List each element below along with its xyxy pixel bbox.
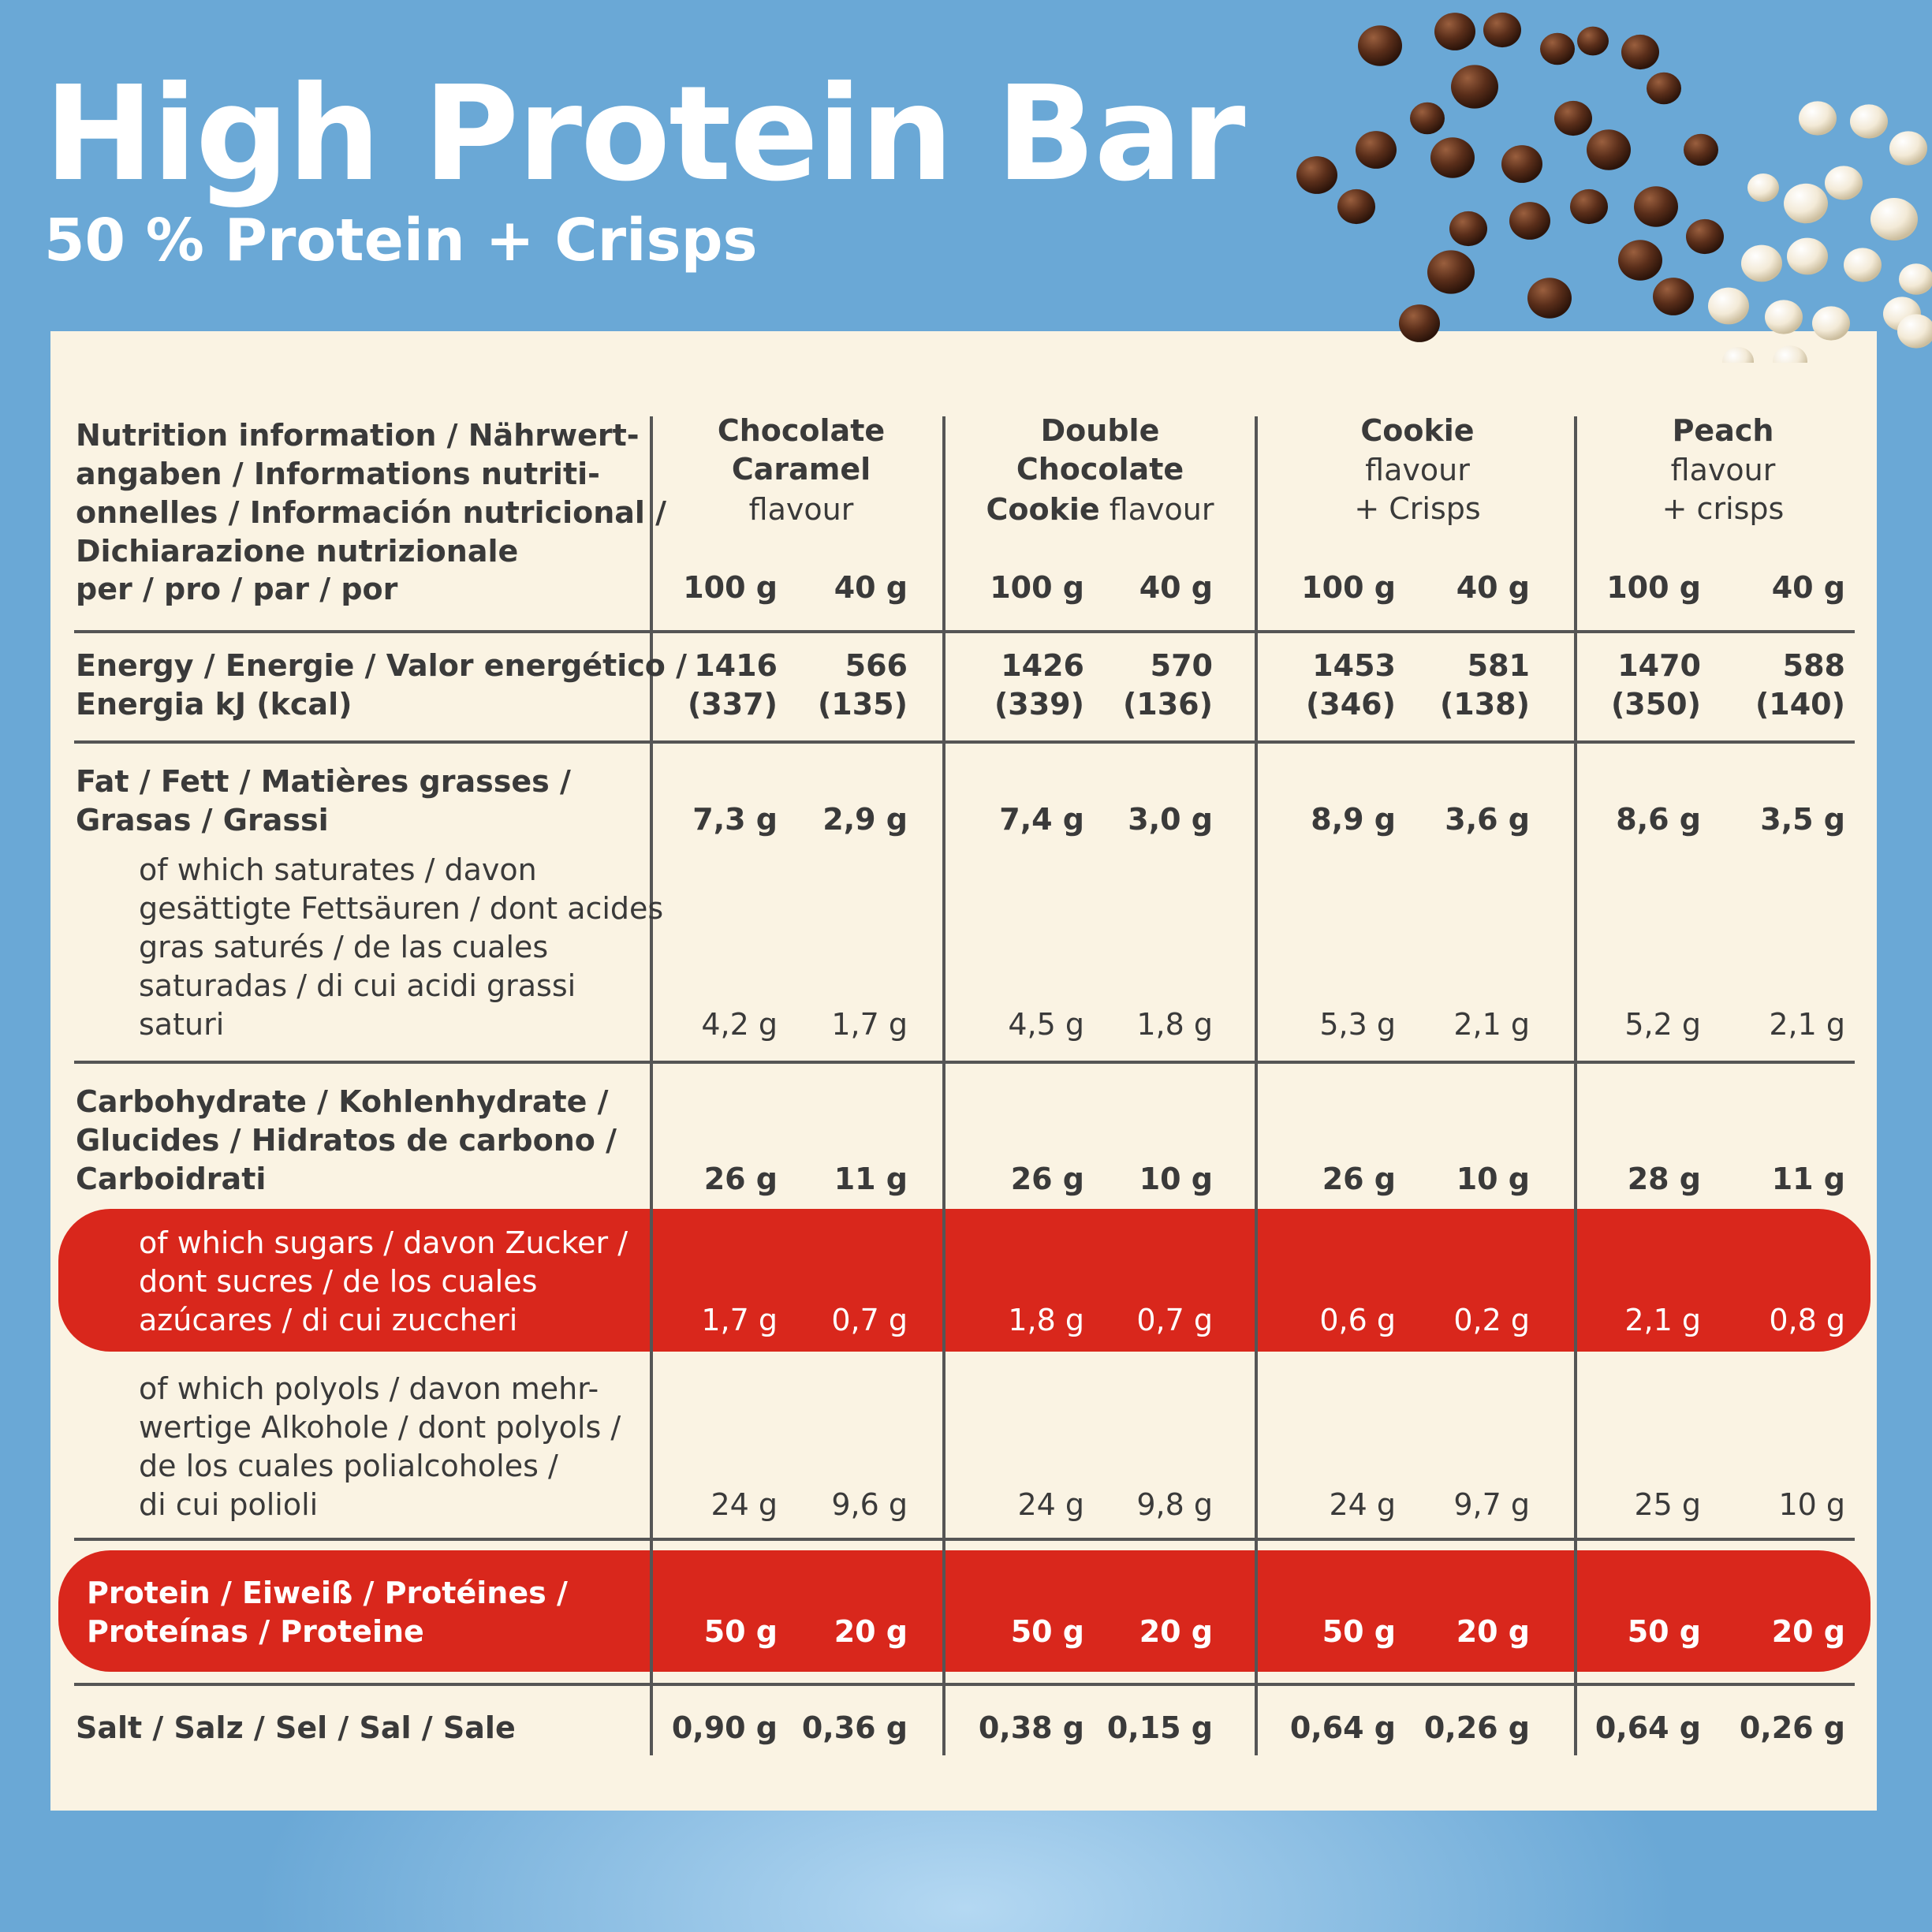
- value-saturates-40g: 1,7 g: [831, 1007, 908, 1042]
- value-energy-100g: 1416 (337): [687, 648, 778, 722]
- table-heading: Nutrition information / Nährwert- angabe…: [76, 418, 667, 569]
- value-polyols-40g: 10 g: [1778, 1487, 1845, 1522]
- value-salt-40g: 0,26 g: [1423, 1710, 1530, 1745]
- value-salt-40g: 0,15 g: [1106, 1710, 1213, 1745]
- value-protein-40g: 20 g: [1771, 1614, 1845, 1649]
- flavour-name-cookie: Cookie: [986, 492, 1100, 527]
- value-fat-40g: 3,5 g: [1760, 802, 1845, 837]
- value-fat-40g: 2,9 g: [822, 802, 908, 837]
- value-carbohydrate-100g: 28 g: [1627, 1162, 1701, 1196]
- value-polyols-100g: 24 g: [711, 1487, 778, 1522]
- row-label-carbohydrate: Carbohydrate / Kohlenhydrate / Glucides …: [76, 1084, 617, 1196]
- value-protein-100g: 50 g: [1627, 1614, 1701, 1649]
- portion-40g: 40 g: [1771, 570, 1845, 605]
- value-energy-40g: 566 (135): [817, 648, 908, 722]
- flavour-descriptor: flavour + Crisps: [1354, 453, 1481, 526]
- value-fat-40g: 3,0 g: [1128, 802, 1213, 837]
- value-protein-100g: 50 g: [1010, 1614, 1084, 1649]
- portion-100g: 100 g: [1606, 570, 1701, 605]
- portion-40g: 40 g: [1139, 570, 1213, 605]
- portion-40g: 40 g: [1456, 570, 1530, 605]
- flavour-name: Chocolate Caramel: [717, 413, 886, 487]
- value-salt-100g: 0,64 g: [1594, 1710, 1701, 1745]
- value-sugars-40g: 0,8 g: [1769, 1303, 1845, 1337]
- flavour-name: Cookie: [1360, 413, 1475, 448]
- flavour-name: Double Chocolate: [1016, 413, 1184, 487]
- row-label-fat: Fat / Fett / Matières grasses / Grasas /…: [76, 764, 571, 837]
- value-sugars-100g: 1,8 g: [1008, 1303, 1084, 1337]
- value-sugars-100g: 1,7 g: [701, 1303, 778, 1337]
- value-energy-100g: 1426 (339): [994, 648, 1084, 722]
- flavour-descriptor: flavour: [748, 492, 854, 527]
- value-energy-40g: 588 (140): [1755, 648, 1845, 722]
- page-subtitle: 50 % Protein + Crisps: [44, 207, 758, 274]
- value-saturates-100g: 4,5 g: [1008, 1007, 1084, 1042]
- value-energy-40g: 581 (138): [1439, 648, 1530, 722]
- row-label-salt: Salt / Salz / Sel / Sal / Sale: [76, 1710, 516, 1745]
- value-protein-40g: 20 g: [1456, 1614, 1530, 1649]
- value-protein-100g: 50 g: [703, 1614, 778, 1649]
- value-polyols-100g: 25 g: [1634, 1487, 1701, 1522]
- value-saturates-40g: 2,1 g: [1453, 1007, 1530, 1042]
- portion-100g: 100 g: [990, 570, 1084, 605]
- value-polyols-40g: 9,7 g: [1453, 1487, 1530, 1522]
- row-label-sugars: of which sugars / davon Zucker / dont su…: [139, 1225, 628, 1337]
- row-label-energy: Energy / Energie / Valor energético / En…: [76, 648, 688, 722]
- sugars-highlight-band: [58, 1209, 1870, 1352]
- value-saturates-100g: 5,2 g: [1624, 1007, 1701, 1042]
- value-saturates-40g: 2,1 g: [1769, 1007, 1845, 1042]
- value-carbohydrate-100g: 26 g: [703, 1162, 778, 1196]
- value-fat-100g: 8,6 g: [1616, 802, 1701, 837]
- value-carbohydrate-100g: 26 g: [1010, 1162, 1084, 1196]
- value-fat-40g: 3,6 g: [1445, 802, 1530, 837]
- row-label-protein: Protein / Eiweiß / Protéines / Proteínas…: [87, 1576, 568, 1649]
- portion-100g: 100 g: [683, 570, 778, 605]
- value-sugars-40g: 0,7 g: [831, 1303, 908, 1337]
- value-polyols-100g: 24 g: [1329, 1487, 1396, 1522]
- value-salt-40g: 0,36 g: [801, 1710, 908, 1745]
- page-title: High Protein Bar: [44, 58, 1245, 211]
- portion-40g: 40 g: [834, 570, 908, 605]
- value-carbohydrate-100g: 26 g: [1322, 1162, 1396, 1196]
- value-sugars-40g: 0,7 g: [1136, 1303, 1213, 1337]
- row-label-polyols: of which polyols / davon mehr- wertige A…: [139, 1371, 621, 1522]
- value-energy-40g: 570 (136): [1122, 648, 1213, 722]
- value-polyols-100g: 24 g: [1017, 1487, 1084, 1522]
- value-fat-100g: 7,3 g: [692, 802, 778, 837]
- row-label-saturates: of which saturates / davon gesättigte Fe…: [139, 852, 664, 1042]
- value-protein-40g: 20 g: [834, 1614, 908, 1649]
- flavour-name-line3: Cookie flavour: [946, 490, 1254, 529]
- value-sugars-100g: 0,6 g: [1319, 1303, 1396, 1337]
- value-fat-100g: 8,9 g: [1311, 802, 1396, 837]
- value-sugars-100g: 2,1 g: [1624, 1303, 1701, 1337]
- value-salt-40g: 0,26 g: [1739, 1710, 1845, 1745]
- value-salt-100g: 0,38 g: [978, 1710, 1084, 1745]
- flavour-descriptor: flavour: [1099, 492, 1214, 527]
- value-carbohydrate-40g: 11 g: [1771, 1162, 1845, 1196]
- protein-highlight-band: [58, 1550, 1870, 1672]
- value-saturates-40g: 1,8 g: [1136, 1007, 1213, 1042]
- value-energy-100g: 1470 (350): [1610, 648, 1701, 722]
- value-salt-100g: 0,90 g: [671, 1710, 778, 1745]
- value-protein-100g: 50 g: [1322, 1614, 1396, 1649]
- value-sugars-40g: 0,2 g: [1453, 1303, 1530, 1337]
- value-carbohydrate-40g: 10 g: [1139, 1162, 1213, 1196]
- per-label: per / pro / par / por: [76, 572, 398, 606]
- flavour-descriptor: flavour + crisps: [1662, 453, 1785, 526]
- value-carbohydrate-40g: 11 g: [834, 1162, 908, 1196]
- flavour-name: Peach: [1672, 413, 1774, 448]
- value-energy-100g: 1453 (346): [1305, 648, 1396, 722]
- value-saturates-100g: 4,2 g: [701, 1007, 778, 1042]
- value-carbohydrate-40g: 10 g: [1456, 1162, 1530, 1196]
- value-salt-100g: 0,64 g: [1289, 1710, 1396, 1745]
- value-polyols-40g: 9,6 g: [831, 1487, 908, 1522]
- value-protein-40g: 20 g: [1139, 1614, 1213, 1649]
- value-polyols-40g: 9,8 g: [1136, 1487, 1213, 1522]
- portion-100g: 100 g: [1301, 570, 1396, 605]
- value-saturates-100g: 5,3 g: [1319, 1007, 1396, 1042]
- value-fat-100g: 7,4 g: [999, 802, 1084, 837]
